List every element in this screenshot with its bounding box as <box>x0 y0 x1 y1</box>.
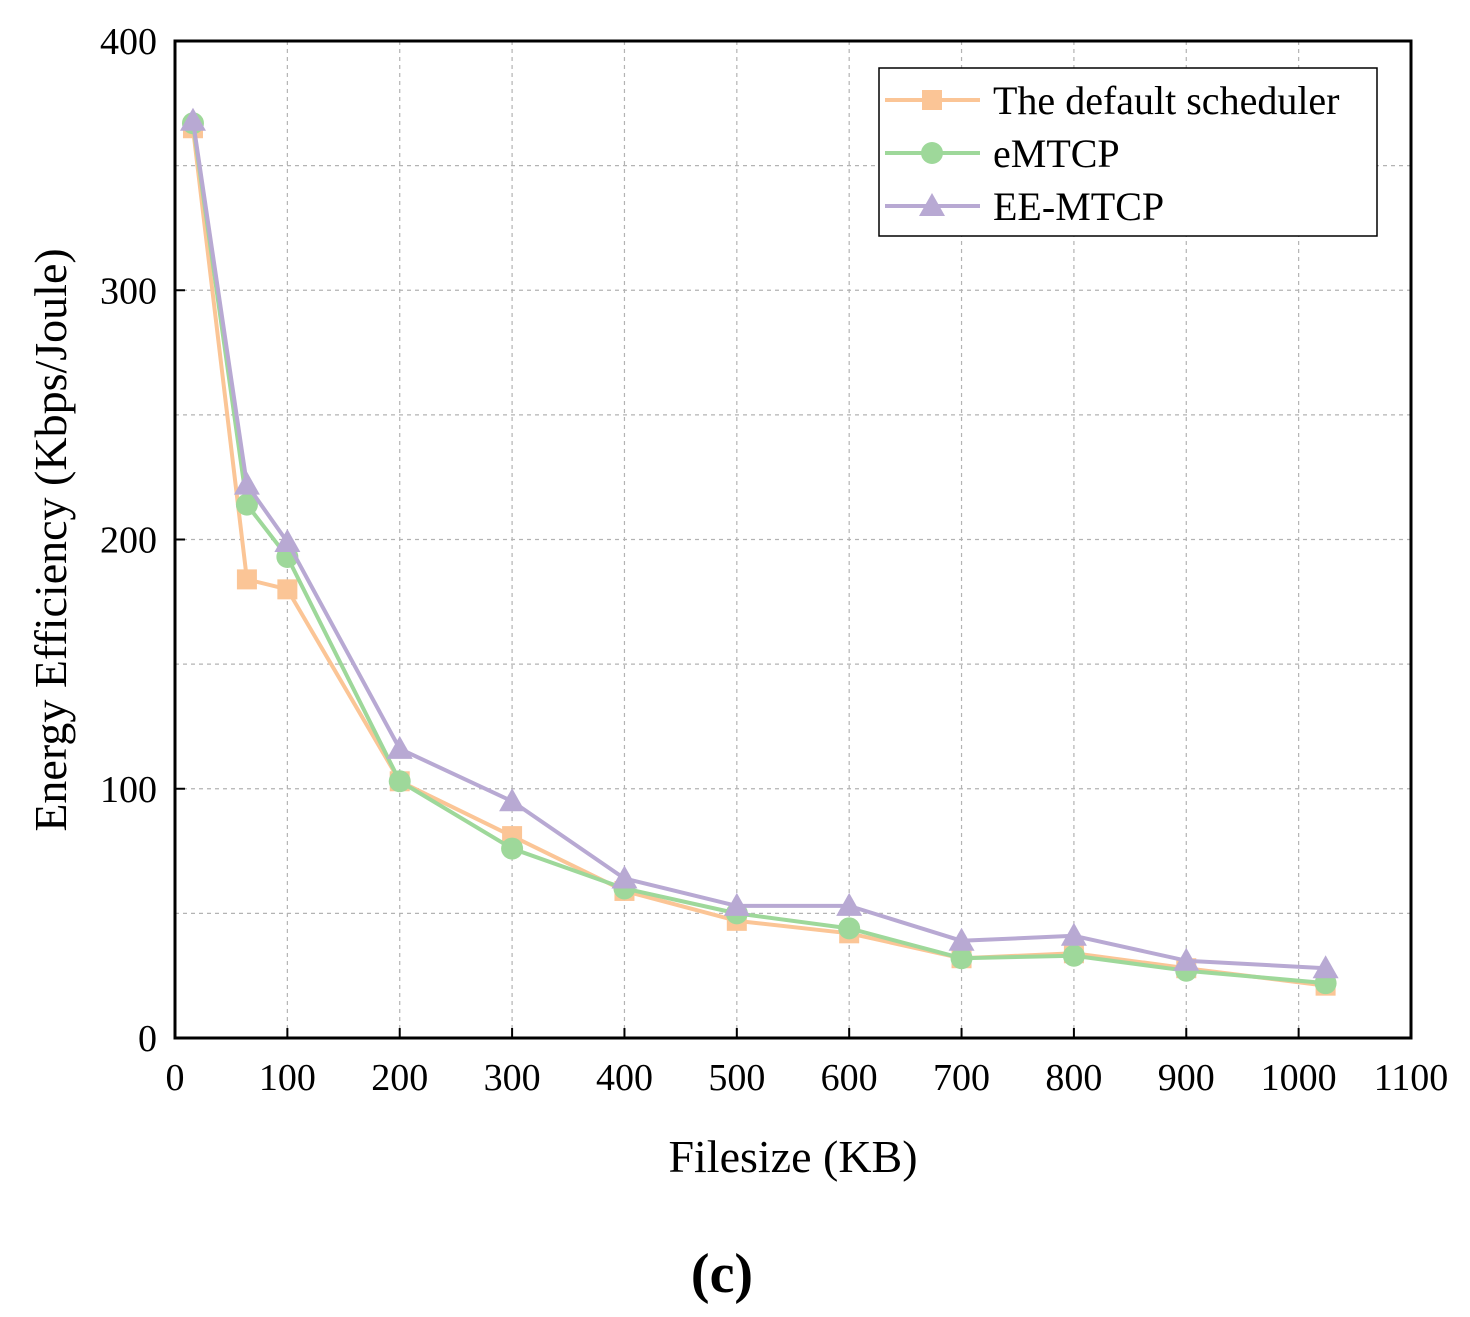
x-axis-title: Filesize (KB) <box>668 1131 917 1182</box>
data-point <box>1173 947 1200 971</box>
data-point <box>611 865 638 889</box>
data-point <box>274 528 301 552</box>
data-point <box>1312 955 1339 979</box>
legend-label: eMTCP <box>993 131 1120 176</box>
x-tick-label: 0 <box>166 1057 185 1099</box>
data-point <box>838 917 861 940</box>
y-tick-label: 200 <box>100 520 157 562</box>
x-tick-label: 200 <box>371 1057 428 1099</box>
series-line <box>190 128 1326 988</box>
x-tick-label: 300 <box>484 1057 541 1099</box>
data-point <box>236 569 257 590</box>
data-point <box>1060 922 1087 946</box>
x-tick-label: 900 <box>1158 1057 1215 1099</box>
figure-caption: (c) <box>691 1243 753 1305</box>
x-tick-label: 600 <box>821 1057 878 1099</box>
x-tick-label: 700 <box>933 1057 990 1099</box>
data-point <box>501 837 524 860</box>
legend-marker <box>922 90 942 110</box>
x-tick-label: 1000 <box>1261 1057 1337 1099</box>
data-point <box>233 471 260 495</box>
axis-ticks: 0 100 200 300 400 500 600 700 800 900 1000 1100 0 100… <box>100 21 1448 1099</box>
data-point <box>499 788 526 812</box>
legend-item: The default scheduler <box>885 78 1340 123</box>
x-tick-label: 500 <box>708 1057 765 1099</box>
series-3 <box>179 107 1339 979</box>
data-point <box>950 947 973 970</box>
y-tick-label: 100 <box>100 769 157 811</box>
legend: The default scheduler eMTCP EE-MTCP <box>878 67 1378 237</box>
y-tick-label: 0 <box>138 1018 157 1060</box>
y-tick-label: 400 <box>100 21 157 63</box>
y-tick-label: 300 <box>100 270 157 312</box>
grid-lines <box>175 41 1411 1038</box>
x-tick-label: 1100 <box>1374 1057 1449 1099</box>
data-point <box>388 770 411 793</box>
data-point <box>1062 944 1085 967</box>
legend-marker <box>919 193 945 216</box>
x-tick-label: 800 <box>1045 1057 1102 1099</box>
x-tick-label: 100 <box>259 1057 316 1099</box>
data-point <box>235 493 258 516</box>
legend-marker <box>921 142 943 164</box>
series-2 <box>181 112 1337 995</box>
series-group <box>179 107 1339 996</box>
y-axis-title: Energy Efficiency (Kbps/Joule) <box>25 248 76 831</box>
data-point <box>948 927 975 951</box>
x-tick-label: 400 <box>596 1057 653 1099</box>
data-point <box>723 892 750 916</box>
legend-label: The default scheduler <box>993 78 1340 123</box>
data-point <box>179 107 206 131</box>
series-1 <box>182 118 1336 996</box>
legend-label: EE-MTCP <box>993 184 1164 229</box>
series-line <box>190 122 1326 986</box>
data-point <box>277 579 298 600</box>
data-point <box>386 735 413 759</box>
data-point <box>836 892 863 916</box>
series-line <box>190 120 1326 971</box>
legend-item: EE-MTCP <box>885 184 1164 229</box>
legend-item: eMTCP <box>885 131 1120 176</box>
